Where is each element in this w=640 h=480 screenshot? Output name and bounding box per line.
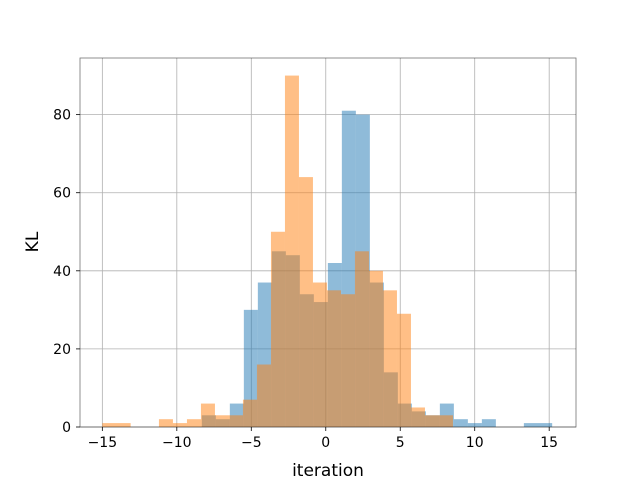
bar-series-2-bin-9 <box>256 364 271 427</box>
bar-series-2-bin-17 <box>368 270 383 427</box>
histogram-bars <box>102 75 553 428</box>
bar-series-2-bin-20 <box>410 407 425 427</box>
y-tick-label: 20 <box>53 342 71 358</box>
bar-series-2-bin-11 <box>284 75 299 428</box>
bar-series-2-bin-1 <box>102 423 131 427</box>
bar-series-2-bin-14 <box>326 290 341 427</box>
bar-series-2-bin-10 <box>270 231 285 427</box>
bar-series-2-bin-3 <box>172 423 187 427</box>
bar-series-1-bin-4 <box>243 309 258 427</box>
y-tick-label: 80 <box>53 108 71 124</box>
bar-series-2-bin-7 <box>228 415 243 427</box>
bar-series-2-bin-5 <box>200 403 215 427</box>
y-tick-label: 60 <box>53 186 71 202</box>
tick-marks <box>76 114 550 431</box>
bar-series-2-bin-21 <box>424 415 439 427</box>
bar-series-2-bin-12 <box>298 177 313 427</box>
x-tick-label: −5 <box>241 435 262 451</box>
bar-series-1-bin-21 <box>481 419 496 427</box>
bar-series-2-bin-13 <box>312 282 327 427</box>
bar-series-2-bin-4 <box>186 419 201 427</box>
bar-series-2-bin-15 <box>340 294 355 427</box>
bar-series-2-bin-16 <box>354 251 369 427</box>
x-axis-label: iteration <box>292 461 364 480</box>
x-tick-label: 5 <box>396 435 405 451</box>
x-tick-label: 15 <box>540 435 558 451</box>
x-tick-label: −10 <box>162 435 192 451</box>
plot-frame <box>79 57 577 428</box>
bar-series-2-bin-22 <box>438 415 453 427</box>
x-tick-label: −15 <box>88 435 118 451</box>
bar-series-1-bin-20 <box>467 423 482 427</box>
bar-series-2-bin-8 <box>242 399 257 427</box>
bar-series-2-bin-19 <box>396 313 411 427</box>
bar-series-2-bin-18 <box>382 290 397 427</box>
y-axis-label: KL <box>23 231 43 252</box>
tick-labels: −15 −10 −5 0 5 10 15 0 20 40 60 80 <box>53 108 558 451</box>
bar-series-2-bin-6 <box>214 415 229 427</box>
y-tick-label: 0 <box>62 420 71 436</box>
bar-series-1-bin-19 <box>453 419 468 427</box>
bar-series-1-bin-22 <box>523 423 553 427</box>
x-tick-label: 0 <box>321 435 330 451</box>
x-tick-label: 10 <box>466 435 484 451</box>
y-tick-label: 40 <box>53 264 71 280</box>
bar-series-2-bin-2 <box>158 419 173 427</box>
